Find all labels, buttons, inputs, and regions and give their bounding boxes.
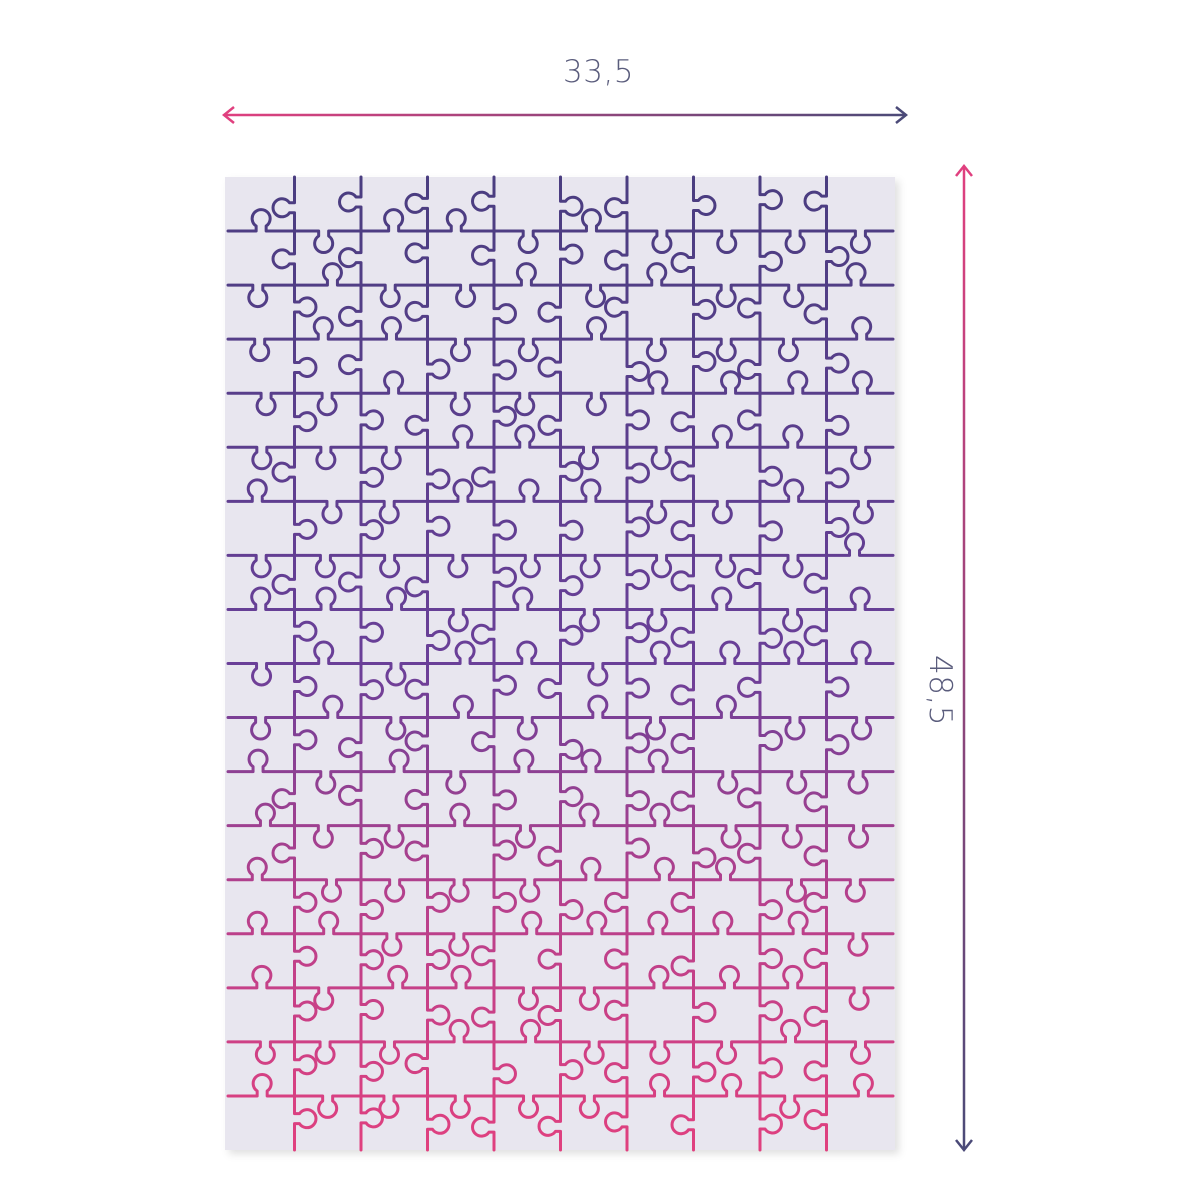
horizontal-cut-line (226, 586, 895, 633)
horizontal-cut-line (226, 694, 895, 741)
width-dimension-label: 33,5 (563, 54, 635, 90)
vertical-cut-line (737, 175, 783, 1152)
vertical-cut-line (803, 175, 850, 1152)
vertical-cut-line (338, 175, 384, 1152)
horizontal-cut-line (226, 1018, 895, 1065)
vertical-cut-line (670, 175, 717, 1152)
horizontal-cut-line (226, 316, 895, 363)
horizontal-cut-line (226, 802, 895, 849)
horizontal-cut-line (226, 424, 895, 471)
vertical-cut-line (271, 175, 318, 1152)
vertical-cut-line (604, 175, 650, 1152)
horizontal-cut-line (226, 640, 895, 687)
horizontal-cut-line (226, 748, 895, 795)
height-arrow (955, 163, 973, 1153)
horizontal-cut-line (226, 910, 895, 957)
puzzle-cut-lines (226, 175, 895, 1152)
width-arrow (221, 106, 909, 124)
vertical-cut-line (537, 175, 584, 1152)
vertical-cut-line (404, 175, 451, 1152)
horizontal-cut-line (226, 1073, 895, 1119)
vertical-cut-line (471, 175, 517, 1152)
horizontal-cut-line (226, 964, 895, 1011)
